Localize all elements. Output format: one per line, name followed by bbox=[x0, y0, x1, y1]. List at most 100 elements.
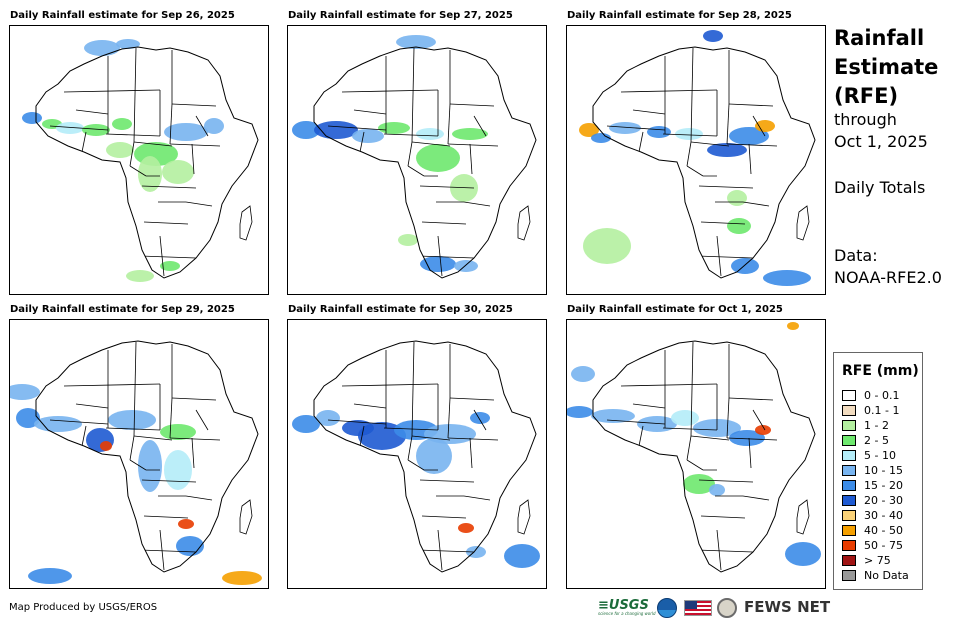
country-border bbox=[407, 459, 425, 471]
legend-swatch bbox=[842, 420, 856, 431]
country-border bbox=[141, 479, 197, 483]
rainfall-area bbox=[100, 441, 112, 451]
country-border bbox=[159, 529, 165, 571]
country-border bbox=[169, 143, 221, 147]
country-border bbox=[447, 397, 451, 439]
africa-map-svg bbox=[579, 30, 816, 286]
country-border bbox=[75, 403, 109, 409]
legend-swatch bbox=[842, 495, 856, 506]
rainfall-area bbox=[755, 425, 771, 435]
rainfall-area bbox=[727, 218, 751, 234]
rainfall-area bbox=[454, 260, 478, 272]
legend-label: 2 - 5 bbox=[864, 434, 889, 447]
country-border bbox=[359, 425, 365, 447]
rainfall-area bbox=[637, 416, 677, 432]
rainfall-map-sep-27 bbox=[287, 25, 547, 295]
country-border bbox=[133, 141, 173, 147]
rainfall-map-sep-30 bbox=[287, 319, 547, 589]
madagascar-outline bbox=[796, 205, 810, 241]
legend-label: 0 - 0.1 bbox=[864, 389, 900, 402]
rainfall-area bbox=[28, 568, 72, 584]
rainfall-area bbox=[707, 143, 747, 157]
africa-coastline bbox=[592, 46, 816, 279]
country-border bbox=[742, 495, 770, 501]
country-border bbox=[726, 103, 730, 145]
madagascar-outline bbox=[517, 205, 531, 241]
legend-label: 50 - 75 bbox=[864, 539, 903, 552]
rainfall-area bbox=[352, 129, 384, 143]
country-border bbox=[383, 133, 439, 137]
panel-title-sep-29: Daily Rainfall estimate for Sep 29, 2025 bbox=[10, 304, 235, 315]
country-border bbox=[449, 103, 495, 107]
rainfall-area bbox=[591, 409, 635, 423]
noaa-logo-icon bbox=[657, 598, 677, 618]
legend-swatch bbox=[842, 525, 856, 536]
country-border bbox=[632, 403, 666, 409]
end-date: Oct 1, 2025 bbox=[834, 132, 928, 151]
rainfall-area bbox=[126, 270, 154, 282]
country-border bbox=[81, 131, 87, 153]
rainfall-area bbox=[106, 142, 134, 158]
country-border bbox=[353, 109, 387, 115]
rainfall-area bbox=[396, 35, 436, 49]
country-border bbox=[696, 255, 754, 259]
country-border bbox=[411, 47, 415, 143]
country-border bbox=[133, 47, 137, 143]
legend-label: 10 - 15 bbox=[864, 464, 903, 477]
legend-swatch bbox=[842, 570, 856, 581]
legend-label: 1 - 2 bbox=[864, 419, 889, 432]
country-border bbox=[411, 141, 451, 147]
legend-swatch bbox=[842, 555, 856, 566]
rainfall-area bbox=[358, 422, 406, 450]
us-flag-icon bbox=[684, 600, 712, 616]
country-border bbox=[359, 131, 365, 153]
country-border bbox=[473, 409, 487, 431]
country-border bbox=[620, 89, 718, 93]
legend-swatch bbox=[842, 435, 856, 446]
rainfall-area bbox=[112, 118, 132, 130]
country-border bbox=[49, 125, 109, 131]
africa-coastline bbox=[35, 340, 259, 573]
legend-swatch bbox=[842, 540, 856, 551]
country-border bbox=[752, 115, 766, 137]
madagascar-outline bbox=[796, 499, 810, 535]
rainfall-area bbox=[316, 410, 340, 426]
country-border bbox=[129, 165, 147, 177]
country-border bbox=[698, 479, 754, 483]
africa-map-svg bbox=[10, 340, 262, 585]
country-border bbox=[620, 383, 718, 387]
country-border bbox=[133, 341, 137, 437]
rainfall-area bbox=[567, 406, 593, 418]
country-border bbox=[63, 89, 161, 93]
africa-coastline bbox=[313, 340, 537, 573]
map-credit: Map Produced by USGS/EROS bbox=[9, 602, 158, 613]
country-border bbox=[143, 515, 189, 519]
country-border bbox=[185, 201, 213, 207]
rainfall-map-sep-26 bbox=[9, 25, 269, 295]
country-border bbox=[716, 529, 722, 571]
country-border bbox=[463, 495, 491, 501]
country-border bbox=[169, 437, 221, 441]
madagascar-outline bbox=[239, 499, 253, 535]
country-border bbox=[105, 427, 161, 431]
country-border bbox=[411, 341, 415, 437]
rainfall-area bbox=[729, 430, 765, 446]
rainfall-area bbox=[416, 128, 444, 140]
country-border bbox=[341, 89, 439, 93]
rainfall-area bbox=[583, 228, 631, 264]
country-border bbox=[417, 255, 475, 259]
rainfall-area bbox=[787, 322, 799, 330]
country-border bbox=[341, 383, 439, 387]
country-border bbox=[353, 403, 387, 409]
africa-coastline bbox=[35, 46, 259, 279]
panel-title-sep-28: Daily Rainfall estimate for Sep 28, 2025 bbox=[567, 10, 792, 21]
country-border bbox=[419, 185, 475, 189]
country-border bbox=[105, 133, 161, 137]
country-border bbox=[129, 435, 135, 461]
country-border bbox=[690, 141, 730, 147]
rainfall-area bbox=[420, 256, 456, 272]
country-border bbox=[690, 47, 694, 143]
legend-label: 5 - 10 bbox=[864, 449, 896, 462]
legend-swatch bbox=[842, 450, 856, 461]
country-border bbox=[698, 185, 754, 189]
